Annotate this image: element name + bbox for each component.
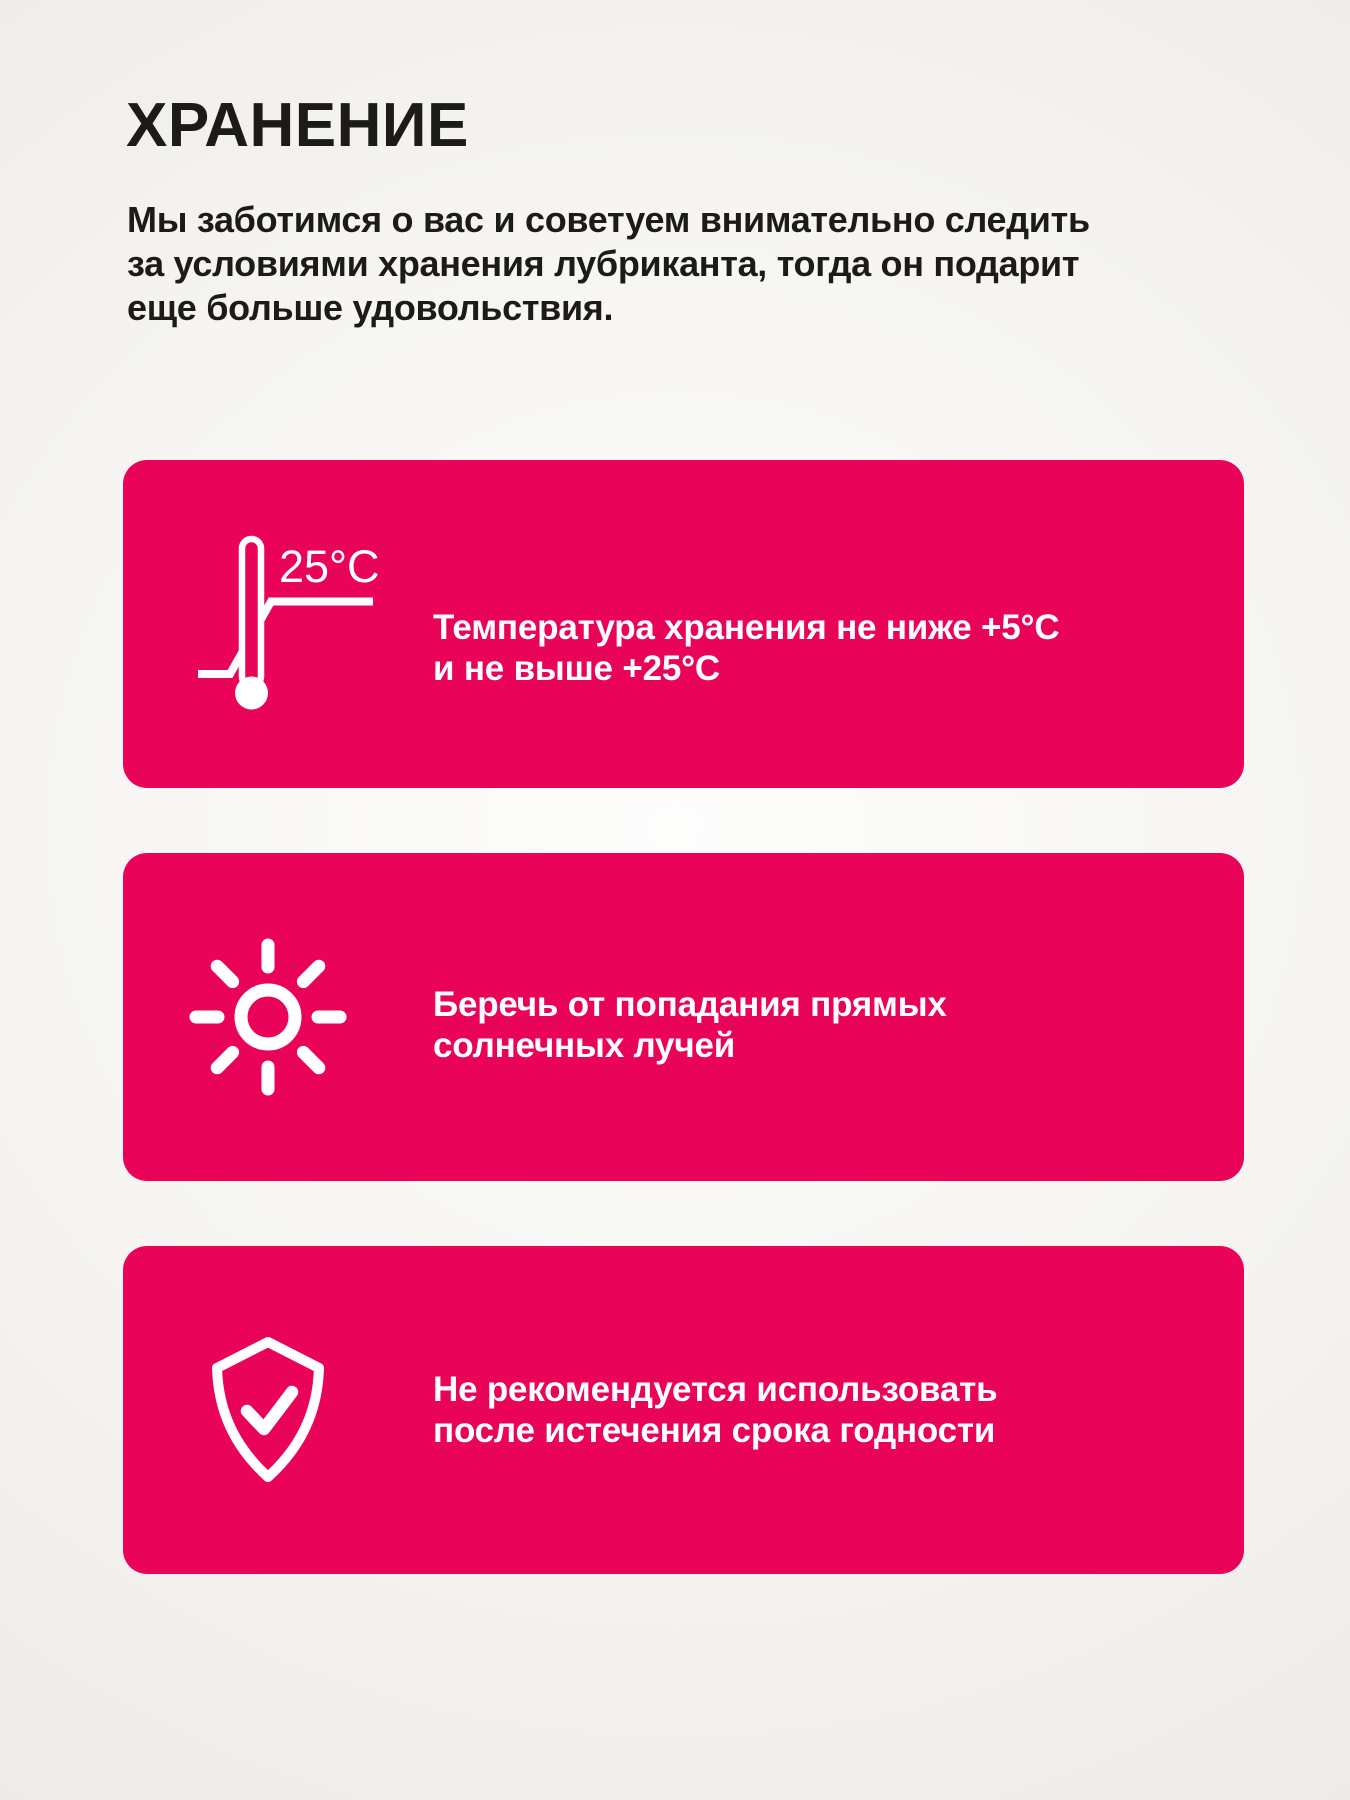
card-text: Не рекомендуется использовать после исте…	[433, 1370, 998, 1450]
intro-text: Мы заботимся о вас и советуем внимательн…	[127, 199, 1090, 328]
shield-icon-box	[163, 1335, 373, 1485]
card-text: Беречь от попадания прямых солнечных луч…	[433, 985, 947, 1065]
temperature-card: 25°C Температура хранения не ниже +5°C и…	[123, 460, 1244, 788]
sunlight-card: Беречь от попадания прямых солнечных луч…	[123, 853, 1244, 1181]
thermometer-scale-label: 25°C	[279, 541, 380, 592]
sun-icon-box	[163, 937, 373, 1097]
thermometer-icon-box: 25°C	[163, 534, 380, 714]
shield-check-icon	[212, 1337, 324, 1482]
card-text: Температура хранения не ниже +5°C и не в…	[433, 608, 1060, 688]
thermometer-icon: 25°C	[198, 535, 380, 710]
expiry-card: Не рекомендуется использовать после исте…	[123, 1246, 1244, 1574]
page-title: ХРАНЕНИЕ	[126, 91, 469, 160]
sun-icon	[189, 938, 347, 1096]
